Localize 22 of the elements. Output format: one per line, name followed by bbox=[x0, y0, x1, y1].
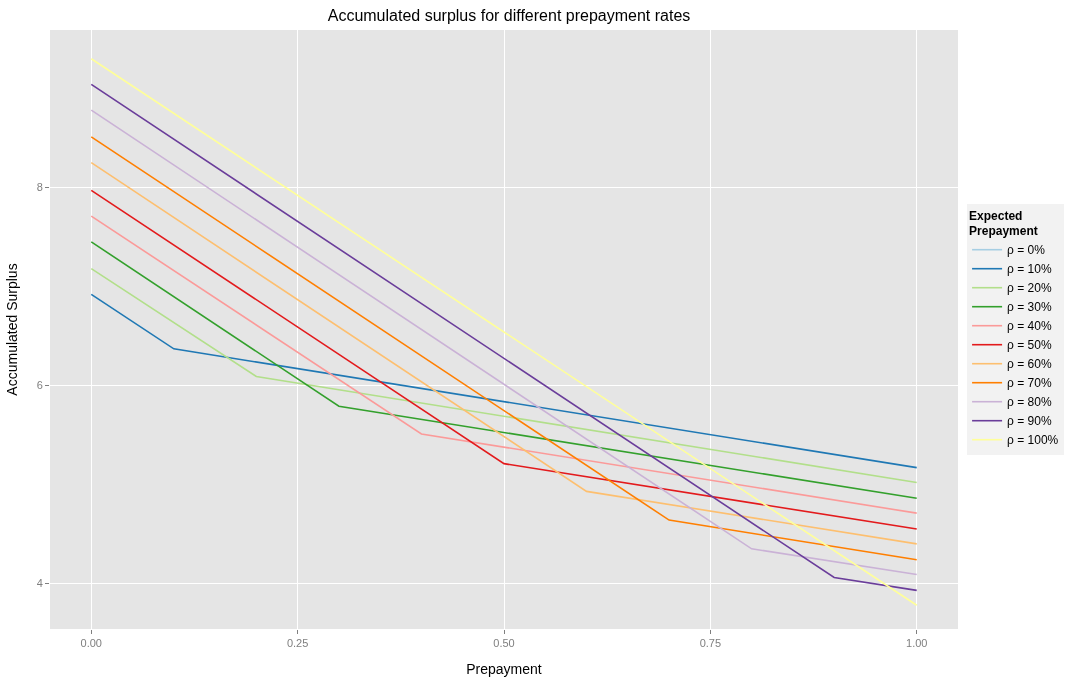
y-tick-label: 8 bbox=[36, 181, 43, 194]
x-tick-label: 0.00 bbox=[80, 637, 102, 650]
y-axis-title: Accumulated Surplus bbox=[4, 263, 21, 396]
legend-label: ρ = 70% bbox=[1007, 376, 1052, 391]
y-tick-label: 6 bbox=[36, 379, 43, 392]
x-tick-label: 0.25 bbox=[286, 637, 309, 650]
legend-label: ρ = 0% bbox=[1007, 243, 1046, 258]
legend-label: ρ = 10% bbox=[1007, 262, 1052, 277]
legend-label: ρ = 60% bbox=[1007, 357, 1052, 372]
legend-label: ρ = 40% bbox=[1007, 319, 1052, 334]
y-tick-label: 4 bbox=[36, 577, 43, 590]
x-tick-label: 0.75 bbox=[699, 637, 722, 650]
legend-label: ρ = 100% bbox=[1007, 433, 1059, 448]
x-axis-title: Prepayment bbox=[466, 660, 542, 677]
legend-label: ρ = 50% bbox=[1007, 338, 1052, 353]
legend-label: ρ = 20% bbox=[1007, 281, 1052, 296]
legend-label: ρ = 80% bbox=[1007, 395, 1052, 410]
x-tick-label: 0.50 bbox=[493, 637, 515, 650]
legend-label: ρ = 30% bbox=[1007, 300, 1052, 315]
chart-title: Accumulated surplus for different prepayment rates bbox=[327, 7, 691, 25]
x-tick-label: 1.00 bbox=[906, 637, 928, 650]
legend-label: ρ = 90% bbox=[1007, 414, 1052, 429]
